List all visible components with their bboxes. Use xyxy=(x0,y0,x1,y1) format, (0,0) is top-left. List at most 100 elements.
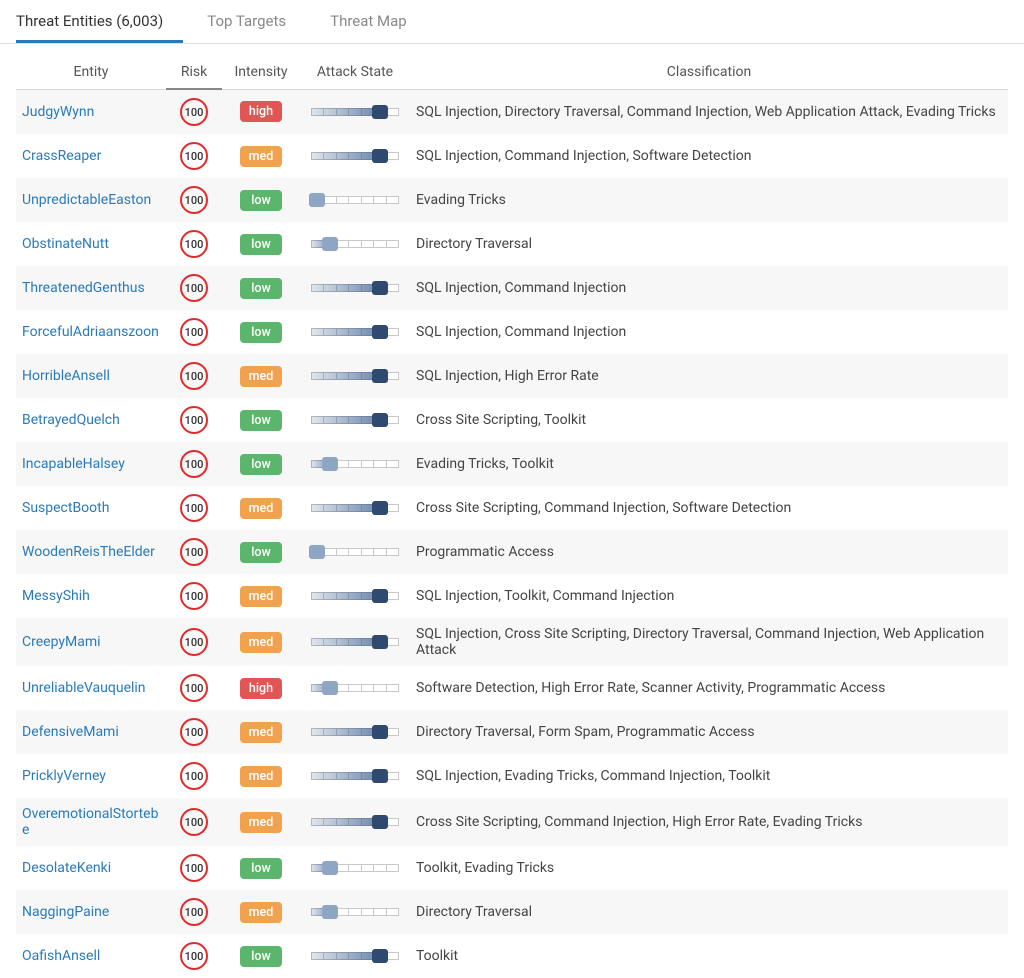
table-row: DesolateKenki100lowToolkit, Evading Tric… xyxy=(16,846,1008,890)
attack-state-bar xyxy=(311,725,399,739)
entity-link[interactable]: WoodenReisTheElder xyxy=(22,544,155,560)
tab-threat-entities-6-003[interactable]: Threat Entities (6,003) xyxy=(16,0,183,43)
entity-link[interactable]: OveremotionalStortebe xyxy=(22,806,158,838)
classification-text: Cross Site Scripting, Command Injection,… xyxy=(410,486,1008,530)
intensity-pill: med xyxy=(240,766,282,787)
attack-state-thumb xyxy=(372,635,388,649)
classification-text: Toolkit, Evading Tricks xyxy=(410,846,1008,890)
attack-state-thumb xyxy=(372,281,388,295)
attack-state-bar xyxy=(311,105,399,119)
risk-score: 100 xyxy=(180,274,208,302)
table-row: ThreatenedGenthus100lowSQL Injection, Co… xyxy=(16,266,1008,310)
risk-score: 100 xyxy=(180,142,208,170)
entity-link[interactable]: ForcefulAdriaanszoon xyxy=(22,324,159,340)
attack-state-bar xyxy=(311,861,399,875)
risk-score: 100 xyxy=(180,674,208,702)
entity-link[interactable]: JudgyWynn xyxy=(22,104,94,120)
entity-link[interactable]: HorribleAnsell xyxy=(22,368,110,384)
attack-state-thumb xyxy=(372,149,388,163)
col-header-intensity[interactable]: Intensity xyxy=(222,56,300,89)
intensity-pill: med xyxy=(240,146,282,167)
table-row: ForcefulAdriaanszoon100lowSQL Injection,… xyxy=(16,310,1008,354)
entity-link[interactable]: OafishAnsell xyxy=(22,948,100,964)
entity-link[interactable]: UnreliableVauquelin xyxy=(22,680,146,696)
risk-score: 100 xyxy=(180,186,208,214)
intensity-pill: low xyxy=(240,946,282,967)
entity-link[interactable]: SuspectBooth xyxy=(22,500,109,516)
attack-state-bar xyxy=(311,949,399,963)
risk-score: 100 xyxy=(180,808,208,836)
attack-state-thumb xyxy=(372,725,388,739)
attack-state-thumb xyxy=(372,589,388,603)
entity-link[interactable]: PricklyVerney xyxy=(22,768,106,784)
attack-state-bar xyxy=(311,193,399,207)
classification-text: Toolkit xyxy=(410,934,1008,978)
classification-text: Programmatic Access xyxy=(410,530,1008,574)
entity-link[interactable]: IncapableHalsey xyxy=(22,456,125,472)
col-header-classification[interactable]: Classification xyxy=(410,56,1008,89)
attack-state-bar xyxy=(311,149,399,163)
entity-link[interactable]: NaggingPaine xyxy=(22,904,109,920)
risk-score: 100 xyxy=(180,718,208,746)
table-row: OveremotionalStortebe 100 med Cross Site Sc… xyxy=(16,798,1008,846)
risk-score: 100 xyxy=(180,762,208,790)
risk-score: 100 xyxy=(180,538,208,566)
attack-state-bar xyxy=(311,635,399,649)
attack-state-thumb xyxy=(372,325,388,339)
attack-state-bar xyxy=(311,681,399,695)
entity-link[interactable]: MessyShih xyxy=(22,588,90,604)
table-row: DefensiveMami100medDirectory Traversal, … xyxy=(16,710,1008,754)
table-row: HorribleAnsell100medSQL Injection, High … xyxy=(16,354,1008,398)
classification-text: Software Detection, High Error Rate, Sca… xyxy=(410,666,1008,710)
classification-text: SQL Injection, Command Injection xyxy=(410,266,1008,310)
tab-top-targets[interactable]: Top Targets xyxy=(207,0,306,43)
intensity-pill: low xyxy=(240,410,282,431)
entity-link[interactable]: UnpredictableEaston xyxy=(22,192,151,208)
col-header-risk[interactable]: Risk xyxy=(166,56,222,89)
classification-text: SQL Injection, Command Injection, Softwa… xyxy=(410,134,1008,178)
table-row: UnreliableVauquelin 100 high Software Detec… xyxy=(16,666,1008,710)
entity-link[interactable]: DesolateKenki xyxy=(22,860,111,876)
intensity-pill: med xyxy=(240,366,282,387)
attack-state-bar xyxy=(311,413,399,427)
attack-state-bar xyxy=(311,589,399,603)
classification-text: Cross Site Scripting, Command Injection,… xyxy=(410,798,1008,846)
attack-state-thumb xyxy=(372,369,388,383)
classification-text: Directory Traversal xyxy=(410,222,1008,266)
risk-score: 100 xyxy=(180,98,208,126)
risk-score: 100 xyxy=(180,582,208,610)
classification-text: SQL Injection, Evading Tricks, Command I… xyxy=(410,754,1008,798)
tabs: Threat Entities (6,003) Top Targets Threat… xyxy=(0,0,1024,44)
entity-link[interactable]: BetrayedQuelch xyxy=(22,412,120,428)
table-row: UnpredictableEaston100lowEvading Tricks xyxy=(16,178,1008,222)
table-row: BetrayedQuelch 100 low Cross Site Scripting… xyxy=(16,398,1008,442)
attack-state-bar xyxy=(311,545,399,559)
classification-text: Evading Tricks, Toolkit xyxy=(410,442,1008,486)
risk-score: 100 xyxy=(180,898,208,926)
attack-state-bar xyxy=(311,237,399,251)
classification-text: Cross Site Scripting, Toolkit xyxy=(410,398,1008,442)
classification-text: SQL Injection, Cross Site Scripting, Dir… xyxy=(410,618,1008,666)
risk-score: 100 xyxy=(180,318,208,346)
entity-link[interactable]: CrassReaper xyxy=(22,148,101,164)
table-row: MessyShih100medSQL Injection, Toolkit, C… xyxy=(16,574,1008,618)
intensity-pill: high xyxy=(240,678,282,699)
intensity-pill: med xyxy=(240,902,282,923)
attack-state-bar xyxy=(311,281,399,295)
attack-state-thumb xyxy=(309,545,325,559)
classification-text: SQL Injection, Command Injection xyxy=(410,310,1008,354)
entity-link[interactable]: ThreatenedGenthus xyxy=(22,280,145,296)
col-header-attack-state[interactable]: Attack State xyxy=(300,56,410,89)
entity-link[interactable]: ObstinateNutt xyxy=(22,236,109,252)
risk-score: 100 xyxy=(180,406,208,434)
classification-text: Evading Tricks xyxy=(410,178,1008,222)
classification-text: Directory Traversal, Form Spam, Programm… xyxy=(410,710,1008,754)
col-header-entity[interactable]: Entity xyxy=(16,56,166,89)
attack-state-bar xyxy=(311,501,399,515)
tab-threat-map[interactable]: Threat Map xyxy=(330,0,427,43)
attack-state-thumb xyxy=(322,237,338,251)
entity-link[interactable]: DefensiveMami xyxy=(22,724,119,740)
entity-link[interactable]: CreepyMami xyxy=(22,634,101,650)
intensity-pill: med xyxy=(240,812,282,833)
attack-state-thumb xyxy=(372,105,388,119)
